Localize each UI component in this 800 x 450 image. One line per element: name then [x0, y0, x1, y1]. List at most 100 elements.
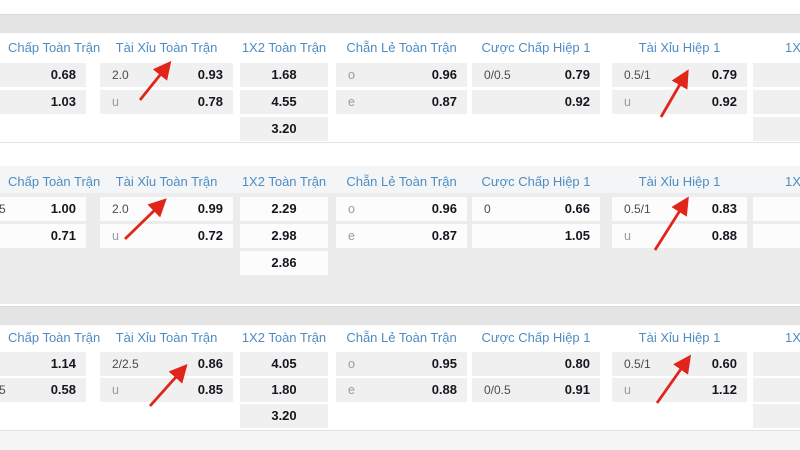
- odds-value: 0.96: [431, 201, 457, 216]
- odds-value: 0.93: [197, 67, 223, 82]
- odds-value: 0.85: [197, 382, 223, 397]
- odds-cell-chanle_tt-row2-s1[interactable]: e 0.87: [336, 90, 467, 114]
- odds-cell-taixiu_h1-row2-s3[interactable]: u 1.12: [612, 378, 747, 402]
- odds-value: 0.80: [564, 356, 590, 371]
- odds-cell-chap_tt-row1-s3[interactable]: 1.14: [0, 352, 86, 376]
- odds-value: 3.20: [271, 408, 297, 423]
- odds-cell-x12_tt-row3-s3[interactable]: 3.20: [240, 404, 328, 428]
- handicap-line-label: 2.0: [112, 68, 129, 82]
- odds-cell-taixiu_tt-row1-s1[interactable]: 2.0 0.93: [100, 63, 233, 87]
- column-header-x12_h1-s2: 1X: [785, 174, 800, 189]
- odds-cell-x12_tt-row2-s2[interactable]: 2.98: [240, 224, 328, 248]
- odds-value: 0.83: [711, 201, 737, 216]
- odds-cell-taixiu_tt-row2-s3[interactable]: u 0.85: [100, 378, 233, 402]
- odds-cell-cuocchap_h1-row1-s3[interactable]: 0.80: [472, 352, 600, 376]
- odds-cell-taixiu_h1-row1-s1[interactable]: 0.5/1 0.79: [612, 63, 747, 87]
- odds-value: 4.05: [271, 356, 297, 371]
- column-header-chanle_tt-s2: Chẵn Lẻ Toàn Trận: [346, 174, 457, 189]
- odds-value: 0.92: [564, 94, 590, 109]
- handicap-line-label: 5: [0, 383, 6, 397]
- odds-cell-chanle_tt-row1-s2[interactable]: o 0.96: [336, 197, 467, 221]
- odds-cell-x12_tt-row1-s1[interactable]: 1.68: [240, 63, 328, 87]
- side-label: u: [112, 229, 119, 243]
- odds-cell-x12_h1-row2-s3[interactable]: [753, 378, 800, 402]
- odds-value: 2.29: [271, 201, 297, 216]
- odds-cell-taixiu_tt-row1-s3[interactable]: 2/2.5 0.86: [100, 352, 233, 376]
- odds-cell-cuocchap_h1-row2-s1[interactable]: 0.92: [472, 90, 600, 114]
- odds-value: 0.88: [431, 382, 457, 397]
- odds-cell-chap_tt-row1-s2[interactable]: 5 1.00: [0, 197, 86, 221]
- odds-cell-cuocchap_h1-row2-s2[interactable]: 1.05: [472, 224, 600, 248]
- column-header-cuocchap_h1-s3: Cược Chấp Hiệp 1: [481, 330, 591, 345]
- odds-cell-taixiu_h1-row2-s1[interactable]: u 0.92: [612, 90, 747, 114]
- odds-cell-chap_tt-row2-s2[interactable]: 0.71: [0, 224, 86, 248]
- side-label: u: [112, 383, 119, 397]
- odds-value: 1.80: [271, 382, 297, 397]
- odds-cell-chanle_tt-row1-s1[interactable]: o 0.96: [336, 63, 467, 87]
- odds-cell-taixiu_tt-row2-s2[interactable]: u 0.72: [100, 224, 233, 248]
- odds-cell-taixiu_h1-row1-s3[interactable]: 0.5/1 0.60: [612, 352, 747, 376]
- hovered-row-header-bg-s2: [0, 166, 800, 193]
- odds-value: 0.79: [711, 67, 737, 82]
- handicap-line-label: 2.0: [112, 202, 129, 216]
- side-label: e: [348, 383, 355, 397]
- odds-cell-chap_tt-row1-s1[interactable]: 0.68: [0, 63, 86, 87]
- odds-cell-chap_tt-row2-s3[interactable]: 5 0.58: [0, 378, 86, 402]
- odds-cell-chanle_tt-row2-s2[interactable]: e 0.87: [336, 224, 467, 248]
- handicap-line-label: 0: [484, 202, 491, 216]
- odds-cell-taixiu_h1-row2-s2[interactable]: u 0.88: [612, 224, 747, 248]
- column-header-taixiu_tt-s3: Tài Xỉu Toàn Trận: [115, 330, 218, 345]
- odds-cell-x12_tt-row3-s2[interactable]: 2.86: [240, 251, 328, 275]
- column-header-chanle_tt-s1: Chẵn Lẻ Toàn Trận: [346, 40, 457, 55]
- odds-cell-cuocchap_h1-row2-s3[interactable]: 0/0.5 0.91: [472, 378, 600, 402]
- odds-cell-x12_tt-row2-s1[interactable]: 4.55: [240, 90, 328, 114]
- odds-cell-x12_h1-row3-s3[interactable]: [753, 404, 800, 428]
- next-section-strip: [0, 430, 800, 450]
- section-divider: [0, 142, 800, 143]
- odds-cell-chanle_tt-row1-s3[interactable]: o 0.95: [336, 352, 467, 376]
- side-label: u: [624, 229, 631, 243]
- column-header-taixiu_tt-s1: Tài Xỉu Toàn Trận: [115, 40, 218, 55]
- odds-cell-x12_tt-row2-s3[interactable]: 1.80: [240, 378, 328, 402]
- odds-cell-taixiu_h1-row1-s2[interactable]: 0.5/1 0.83: [612, 197, 747, 221]
- odds-cell-taixiu_tt-row2-s1[interactable]: u 0.78: [100, 90, 233, 114]
- odds-cell-cuocchap_h1-row1-s2[interactable]: 0 0.66: [472, 197, 600, 221]
- odds-cell-x12_h1-row1-s3[interactable]: [753, 352, 800, 376]
- odds-value: 0.99: [197, 201, 223, 216]
- odds-cell-chap_tt-row2-s1[interactable]: 1.03: [0, 90, 86, 114]
- odds-cell-taixiu_tt-row1-s2[interactable]: 2.0 0.99: [100, 197, 233, 221]
- odds-value: 0.72: [197, 228, 223, 243]
- odds-value: 4.55: [271, 94, 297, 109]
- column-header-x12_tt-s1: 1X2 Toàn Trận: [241, 40, 327, 55]
- odds-value: 0.87: [431, 94, 457, 109]
- odds-value: 0.87: [431, 228, 457, 243]
- column-header-cuocchap_h1-s2: Cược Chấp Hiệp 1: [481, 174, 591, 189]
- column-header-taixiu_h1-s3: Tài Xỉu Hiệp 1: [638, 330, 721, 345]
- side-label: u: [624, 383, 631, 397]
- odds-cell-x12_tt-row1-s2[interactable]: 2.29: [240, 197, 328, 221]
- odds-cell-chanle_tt-row2-s3[interactable]: e 0.88: [336, 378, 467, 402]
- odds-value: 1.05: [564, 228, 590, 243]
- column-header-x12_tt-s3: 1X2 Toàn Trận: [241, 330, 327, 345]
- odds-value: 0.88: [711, 228, 737, 243]
- odds-value: 1.12: [711, 382, 737, 397]
- odds-value: 0.58: [50, 382, 76, 397]
- column-header-x12_tt-s2: 1X2 Toàn Trận: [241, 174, 327, 189]
- odds-cell-cuocchap_h1-row1-s1[interactable]: 0/0.5 0.79: [472, 63, 600, 87]
- odds-value: 1.68: [271, 67, 297, 82]
- odds-cell-x12_h1-row1-s1[interactable]: [753, 63, 800, 87]
- handicap-line-label: 0/0.5: [484, 383, 511, 397]
- section-title-band-s3: [0, 306, 800, 325]
- odds-cell-x12_tt-row3-s1[interactable]: 3.20: [240, 117, 328, 141]
- side-label: o: [348, 68, 355, 82]
- column-header-taixiu_h1-s1: Tài Xỉu Hiệp 1: [638, 40, 721, 55]
- column-header-chanle_tt-s3: Chẵn Lẻ Toàn Trận: [346, 330, 457, 345]
- side-label: o: [348, 202, 355, 216]
- odds-value: 2.86: [271, 255, 297, 270]
- odds-cell-x12_h1-row2-s2[interactable]: [753, 224, 800, 248]
- odds-cell-x12_h1-row1-s2[interactable]: [753, 197, 800, 221]
- odds-cell-x12_h1-row3-s1[interactable]: [753, 117, 800, 141]
- odds-cell-x12_tt-row1-s3[interactable]: 4.05: [240, 352, 328, 376]
- odds-cell-x12_h1-row2-s1[interactable]: [753, 90, 800, 114]
- odds-value: 0.79: [564, 67, 590, 82]
